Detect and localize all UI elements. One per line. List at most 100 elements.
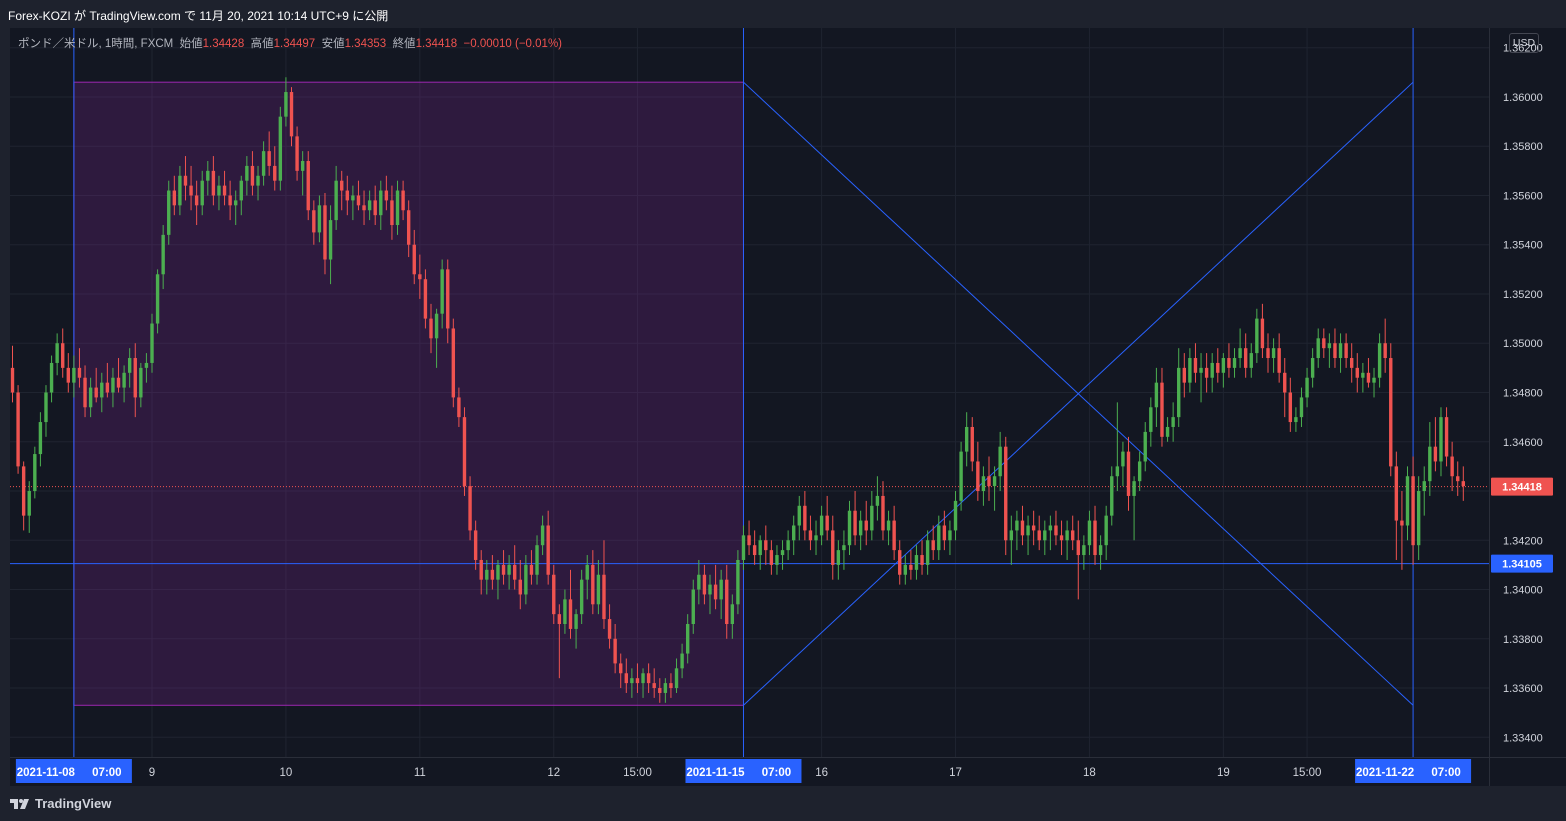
candle-body xyxy=(1171,417,1175,427)
candle-body xyxy=(49,362,54,393)
candle-body xyxy=(870,505,874,531)
candle-body xyxy=(1216,362,1220,373)
candle xyxy=(284,77,288,127)
candle-body xyxy=(217,185,221,196)
candle-body xyxy=(1059,535,1064,541)
candle xyxy=(892,505,896,560)
candle xyxy=(652,668,656,698)
last-price-label: 1.34418 xyxy=(1502,482,1542,494)
candle-body xyxy=(1004,446,1008,541)
candle-body xyxy=(33,454,37,492)
candle-body xyxy=(1344,343,1348,359)
candle-body xyxy=(100,382,104,398)
price-tick-label: 1.36000 xyxy=(1503,92,1543,104)
candle-body xyxy=(602,574,606,620)
candle-body xyxy=(803,505,807,531)
candle xyxy=(691,579,695,634)
change-value: −0.00010 (−0.01%) xyxy=(463,38,562,50)
candle-body xyxy=(752,545,757,556)
candle xyxy=(44,385,48,437)
candle xyxy=(786,530,790,560)
candle xyxy=(1020,505,1025,546)
currency-button[interactable]: USD xyxy=(1509,33,1539,53)
candle-body xyxy=(1294,417,1298,423)
time-tick-label: 10 xyxy=(280,767,293,779)
candle-body xyxy=(574,614,578,629)
candle-body xyxy=(228,195,232,206)
candle xyxy=(552,564,556,625)
candle xyxy=(1132,476,1136,541)
candle-body xyxy=(591,564,595,605)
candle xyxy=(602,540,606,629)
candle-body xyxy=(1221,358,1226,373)
candle xyxy=(1165,417,1170,442)
candle xyxy=(306,151,310,221)
candle-body xyxy=(222,185,227,196)
candle xyxy=(16,385,20,474)
candle-body xyxy=(278,116,283,181)
candle-body xyxy=(1450,456,1454,477)
candle-body xyxy=(356,195,361,206)
candle-body xyxy=(1350,358,1354,368)
candle-body xyxy=(691,589,695,625)
candle xyxy=(83,365,87,418)
candle-body xyxy=(1310,358,1315,378)
time-label-time: 07:00 xyxy=(92,767,121,779)
candle xyxy=(239,175,243,216)
candle xyxy=(920,540,924,575)
candle xyxy=(1177,348,1181,427)
candle-body xyxy=(819,515,824,536)
candle-body xyxy=(680,653,684,669)
candle xyxy=(1444,407,1449,467)
candle xyxy=(10,345,15,403)
candle xyxy=(1015,510,1019,551)
candle xyxy=(607,604,612,649)
candle-body xyxy=(1031,525,1036,531)
candle-body xyxy=(373,200,377,216)
candle-body xyxy=(451,328,456,398)
candle xyxy=(390,185,394,240)
candle-body xyxy=(1366,372,1371,383)
candle xyxy=(194,180,199,226)
candle-body xyxy=(697,574,701,590)
symbol-name: ポンド／米ドル, 1時間, FXCM xyxy=(18,38,174,50)
price-tick-label: 1.33400 xyxy=(1503,732,1543,744)
candle-body xyxy=(1277,348,1281,373)
candle-body xyxy=(992,476,997,487)
candle xyxy=(1216,348,1220,383)
candle xyxy=(1456,461,1460,496)
candle xyxy=(1255,308,1259,363)
candle-body xyxy=(931,540,935,551)
candle xyxy=(429,303,433,354)
candle xyxy=(513,545,517,590)
candle-body xyxy=(836,550,841,565)
candle-body xyxy=(1132,481,1136,496)
candle xyxy=(769,540,774,575)
candle xyxy=(736,550,740,615)
candle-body xyxy=(1243,348,1248,368)
candle xyxy=(903,555,907,585)
candle-body xyxy=(150,323,154,363)
tradingview-logo[interactable]: TradingView xyxy=(10,796,111,811)
candle-body xyxy=(886,520,891,531)
candle xyxy=(1076,520,1080,600)
candle-body xyxy=(406,210,411,245)
candle-body xyxy=(663,683,668,693)
candle xyxy=(814,520,818,556)
candle-body xyxy=(94,387,98,398)
candle xyxy=(479,550,483,595)
candle-body xyxy=(83,377,87,408)
candle-body xyxy=(736,559,740,605)
candle xyxy=(1082,535,1086,570)
candle xyxy=(178,165,182,216)
candle-body xyxy=(133,358,137,398)
candle xyxy=(189,165,193,211)
candle-body xyxy=(775,555,779,565)
candle-body xyxy=(211,170,216,196)
time-label-date: 2021-11-22 xyxy=(1356,767,1414,779)
price-tick-label: 1.34800 xyxy=(1503,388,1543,400)
candle-body xyxy=(619,663,623,674)
candle xyxy=(161,225,165,290)
candle-body xyxy=(1199,367,1203,373)
